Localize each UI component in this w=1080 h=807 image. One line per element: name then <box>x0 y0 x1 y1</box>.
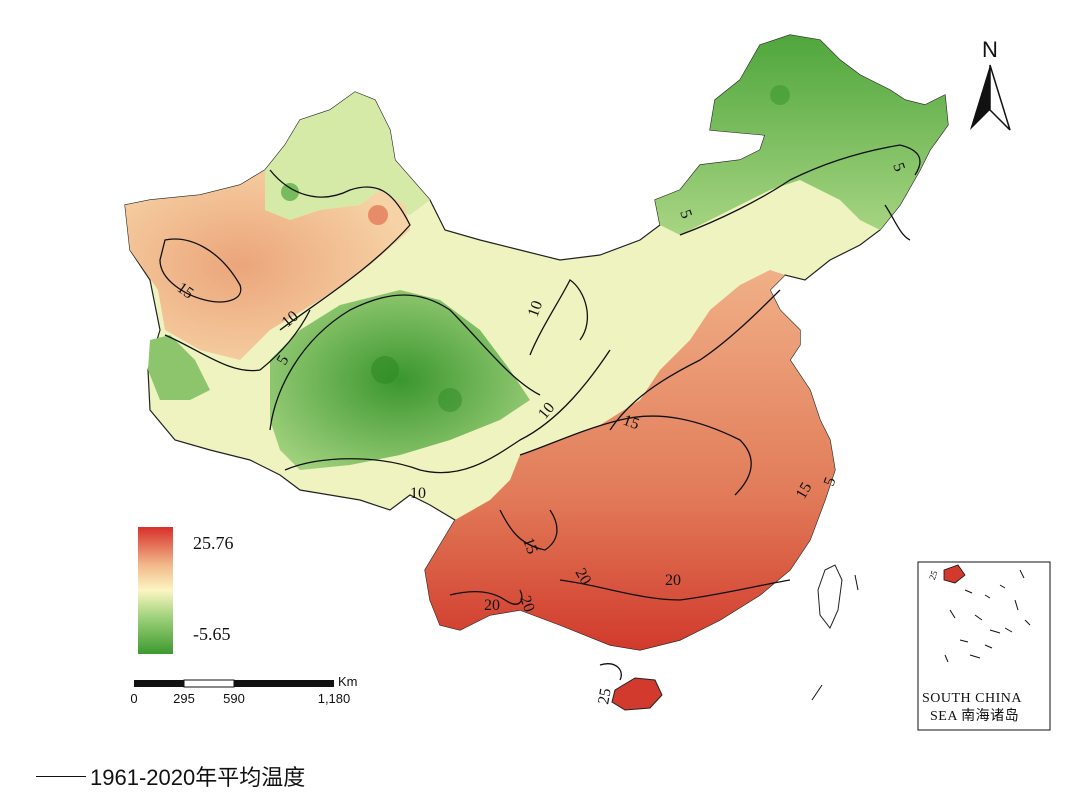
inset-title-line1: SOUTH CHINA <box>922 691 1022 706</box>
contour-label: 10 <box>410 485 426 502</box>
contour-label: 15 <box>621 412 642 433</box>
contour-label: 15 <box>793 480 816 502</box>
coldspot <box>281 183 299 201</box>
tarim-basin-region <box>125 170 410 360</box>
svg-text:Km: Km <box>338 674 358 689</box>
contour-label: 25 <box>595 687 615 706</box>
svg-text:1,180: 1,180 <box>318 691 351 706</box>
contour-label: 15 <box>519 536 540 557</box>
contour-label: 20 <box>572 566 595 588</box>
svg-text:590: 590 <box>223 691 245 706</box>
color-legend: 25.76 -5.65 <box>138 527 234 654</box>
inset-title-line2: SEA 南海诸岛 <box>930 708 1019 724</box>
dzungaria-region <box>265 92 430 220</box>
svg-text:N: N <box>982 37 998 62</box>
legend-min-label: -5.65 <box>193 624 231 644</box>
coldspot <box>371 356 399 384</box>
hotspot <box>368 205 388 225</box>
pamir-region <box>148 335 210 400</box>
map-caption: 1961-2020年平均温度 <box>36 760 305 792</box>
contour-lines <box>159 144 921 681</box>
scale-bar: Km 0 295 590 1,180 <box>130 674 357 706</box>
north-arrow: N <box>970 37 1011 131</box>
taiwan-island <box>817 564 843 629</box>
contour-label: 15 <box>174 279 197 302</box>
south-china-sea-inset: 25 SOUTH CHINA SEA 南海诸岛 <box>917 561 1051 731</box>
contour-label: 20 <box>665 572 681 589</box>
svg-text:25: 25 <box>927 569 940 581</box>
hainan-island <box>611 677 663 711</box>
caption-line <box>36 775 86 777</box>
tibet-plateau-region <box>270 290 530 470</box>
northeast-region <box>655 35 948 235</box>
caption-text: 1961-2020年平均温度 <box>90 765 306 790</box>
contour-label: 20 <box>484 597 500 614</box>
contour-label: 10 <box>525 299 546 320</box>
coldspot <box>438 388 462 412</box>
coldspot <box>770 85 790 105</box>
south-china-region <box>425 270 835 650</box>
contour-label: 20 <box>516 594 537 615</box>
svg-text:295: 295 <box>173 691 195 706</box>
svg-text:0: 0 <box>130 691 137 706</box>
north-arrow-icon <box>970 65 990 130</box>
legend-max-label: 25.76 <box>193 533 234 553</box>
